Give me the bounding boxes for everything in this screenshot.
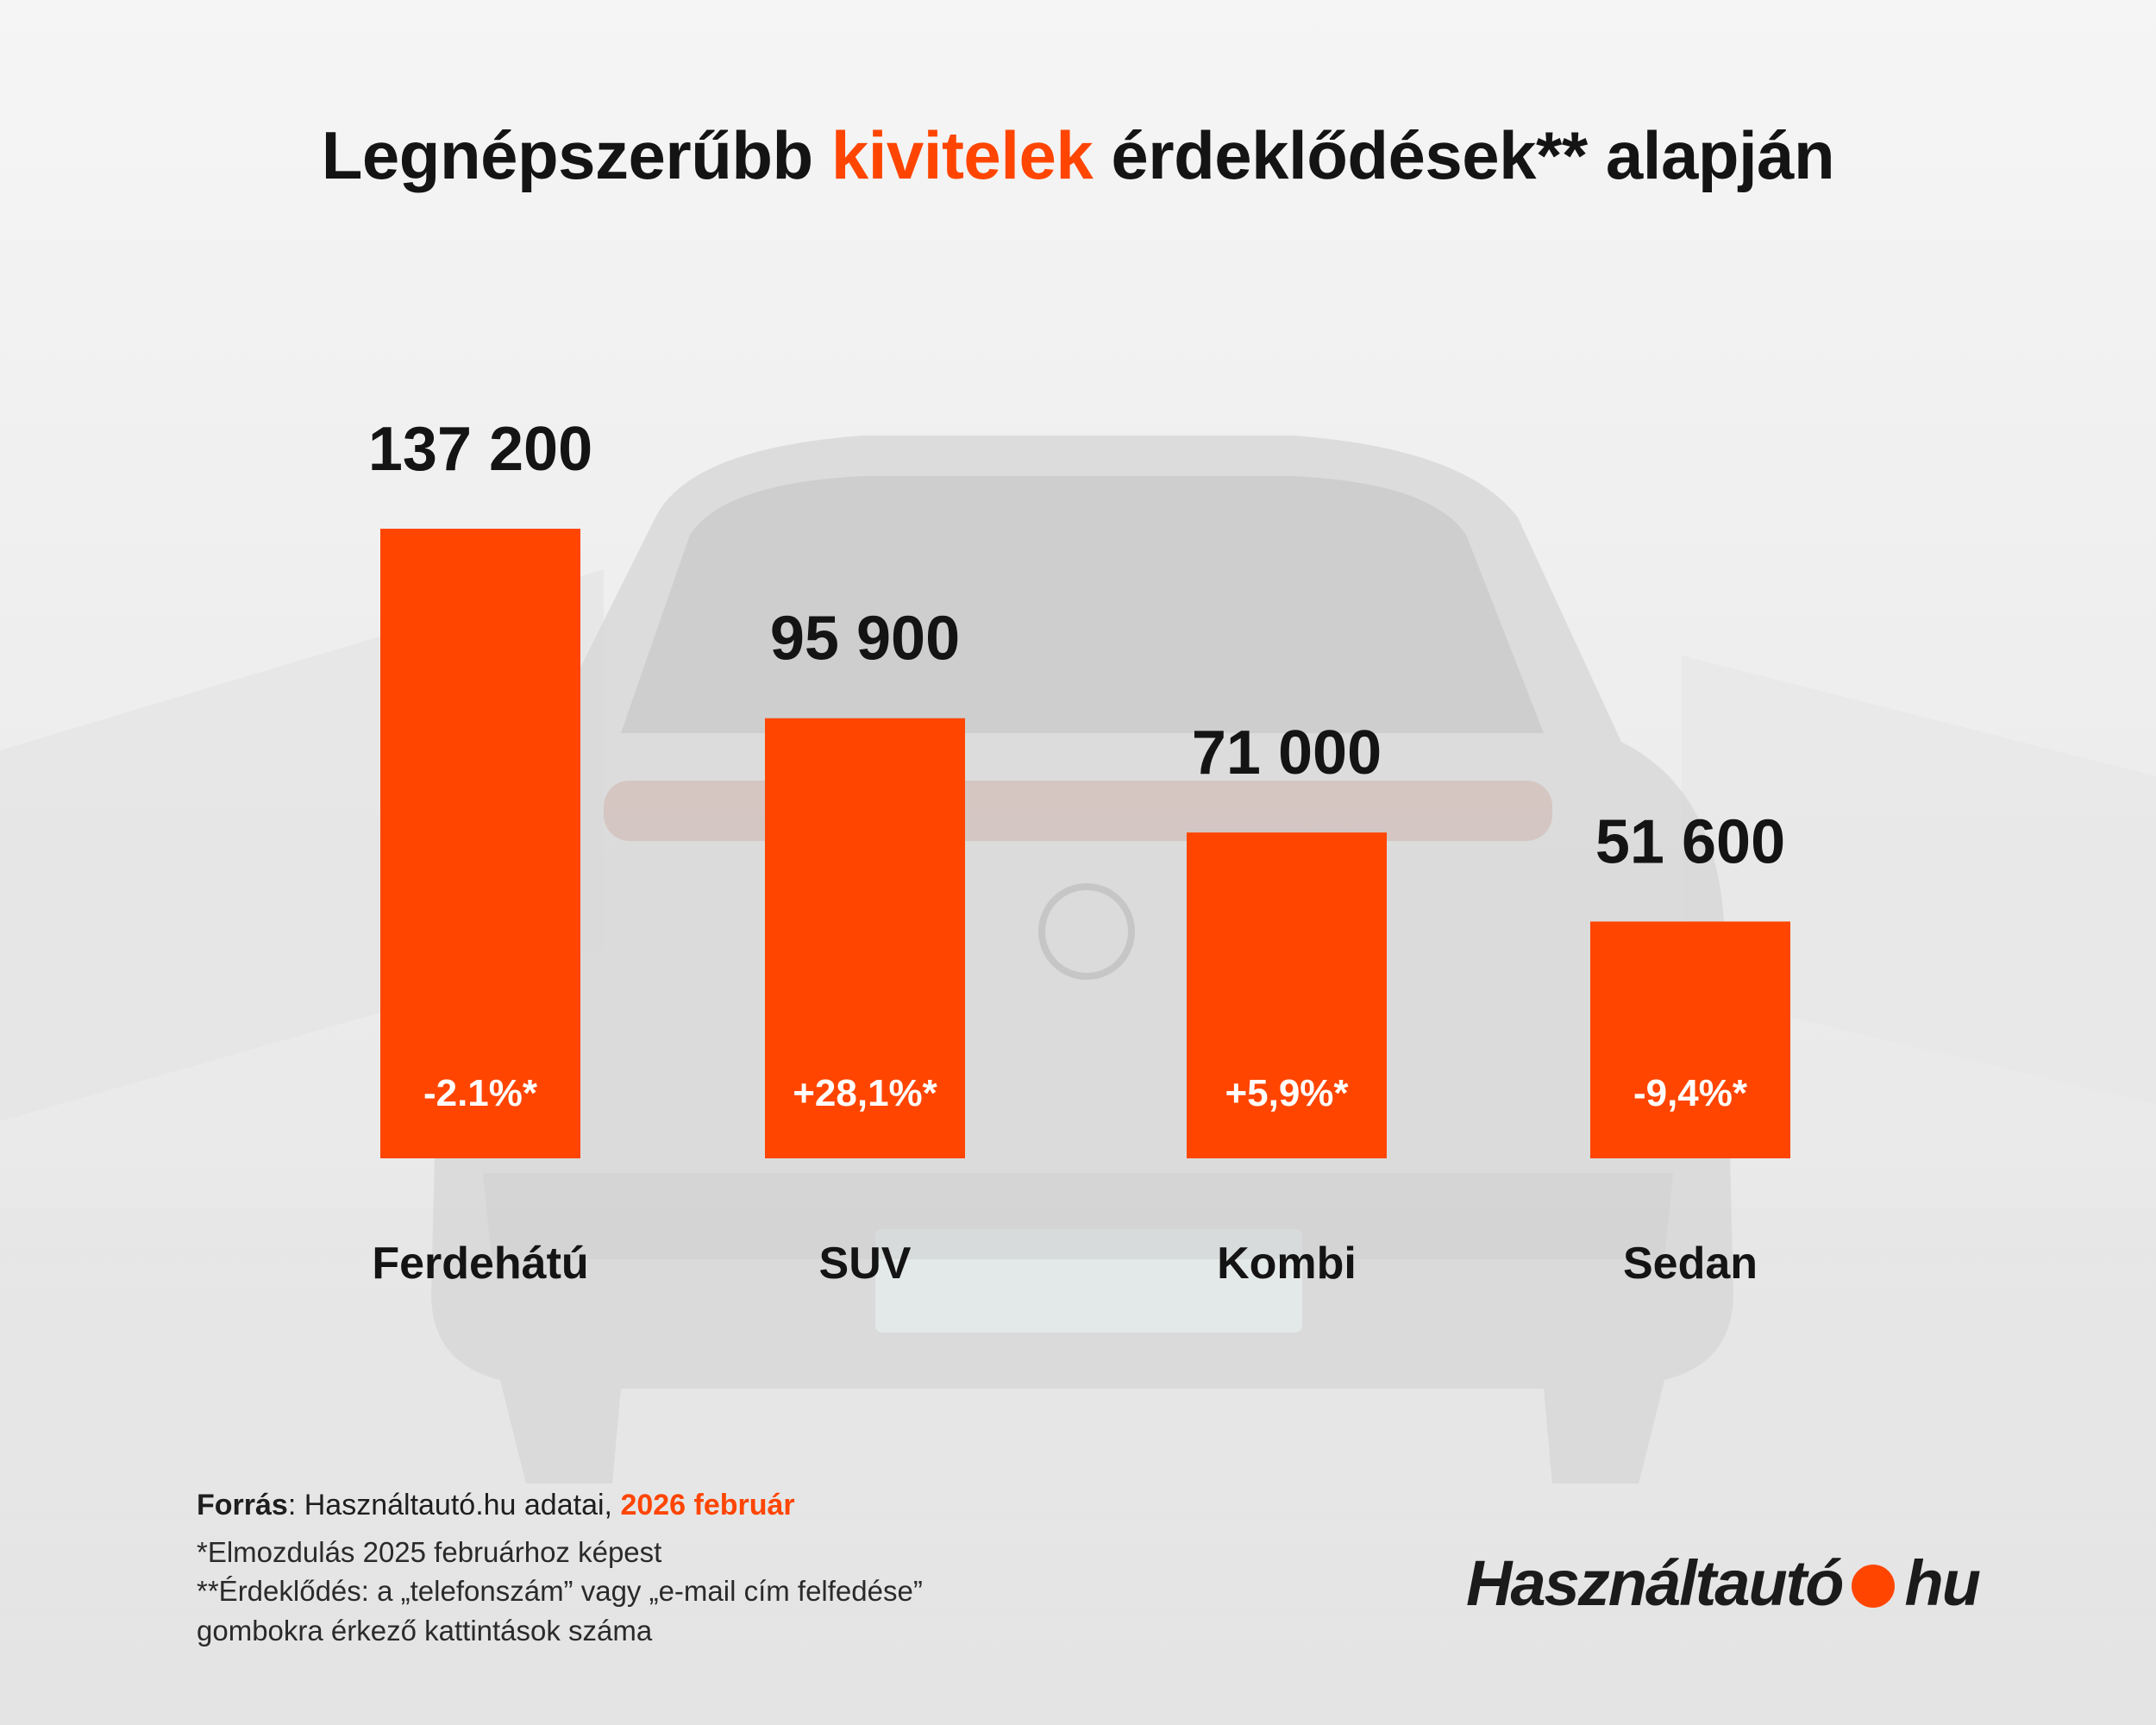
bar-suv bbox=[765, 718, 965, 1158]
category-label-kombi: Kombi bbox=[1217, 1239, 1357, 1289]
source-date: 2026 február bbox=[620, 1489, 795, 1521]
source-text: Használtautó.hu adatai, bbox=[304, 1489, 621, 1521]
source-line: Forrás: Használtautó.hu adatai, 2026 feb… bbox=[197, 1485, 923, 1526]
source-label: Forrás bbox=[197, 1489, 288, 1521]
change-label-suv: +28,1%* bbox=[793, 1072, 937, 1114]
logo-text-left: Használtautó bbox=[1466, 1546, 1845, 1619]
value-label-sedan: 51 600 bbox=[1595, 807, 1785, 876]
footnote-2: **Érdeklődés: a „telefonszám” vagy „e-ma… bbox=[197, 1575, 923, 1608]
footnote-1: *Elmozdulás 2025 februárhoz képest bbox=[197, 1535, 662, 1568]
logo-dot-icon bbox=[1851, 1565, 1895, 1608]
footnote-3: gombokra érkező kattintások száma bbox=[197, 1614, 653, 1647]
value-label-suv: 95 900 bbox=[770, 605, 960, 674]
category-label-sedan: Sedan bbox=[1623, 1239, 1758, 1289]
value-label-kombi: 71 000 bbox=[1192, 718, 1382, 787]
category-label-suv: SUV bbox=[819, 1239, 912, 1289]
title-highlight: kivitelek bbox=[830, 117, 1094, 193]
chart-title: Legnépszerűbb kivitelek érdeklődések** a… bbox=[0, 116, 2156, 195]
bar-sedan bbox=[1590, 921, 1790, 1158]
change-label-sedan: -9,4%* bbox=[1633, 1072, 1748, 1114]
bar-kombi bbox=[1187, 832, 1387, 1158]
value-label-ferdehatu: 137 200 bbox=[368, 415, 592, 484]
change-label-kombi: +5,9%* bbox=[1225, 1072, 1349, 1114]
category-label-ferdehatu: Ferdehátú bbox=[372, 1239, 588, 1289]
bar-ferdehatu bbox=[380, 529, 580, 1158]
hasznaltauto-logo: Használtautó hu bbox=[1466, 1540, 1981, 1626]
title-part2: érdeklődések** alapján bbox=[1093, 117, 1835, 193]
change-label-ferdehatu: -2.1%* bbox=[423, 1072, 538, 1114]
title-part1: Legnépszerűbb bbox=[321, 117, 831, 193]
logo-text-right: hu bbox=[1904, 1546, 1981, 1619]
source-sep: : bbox=[287, 1489, 304, 1521]
footer-notes: Forrás: Használtautó.hu adatai, 2026 feb… bbox=[197, 1485, 923, 1651]
